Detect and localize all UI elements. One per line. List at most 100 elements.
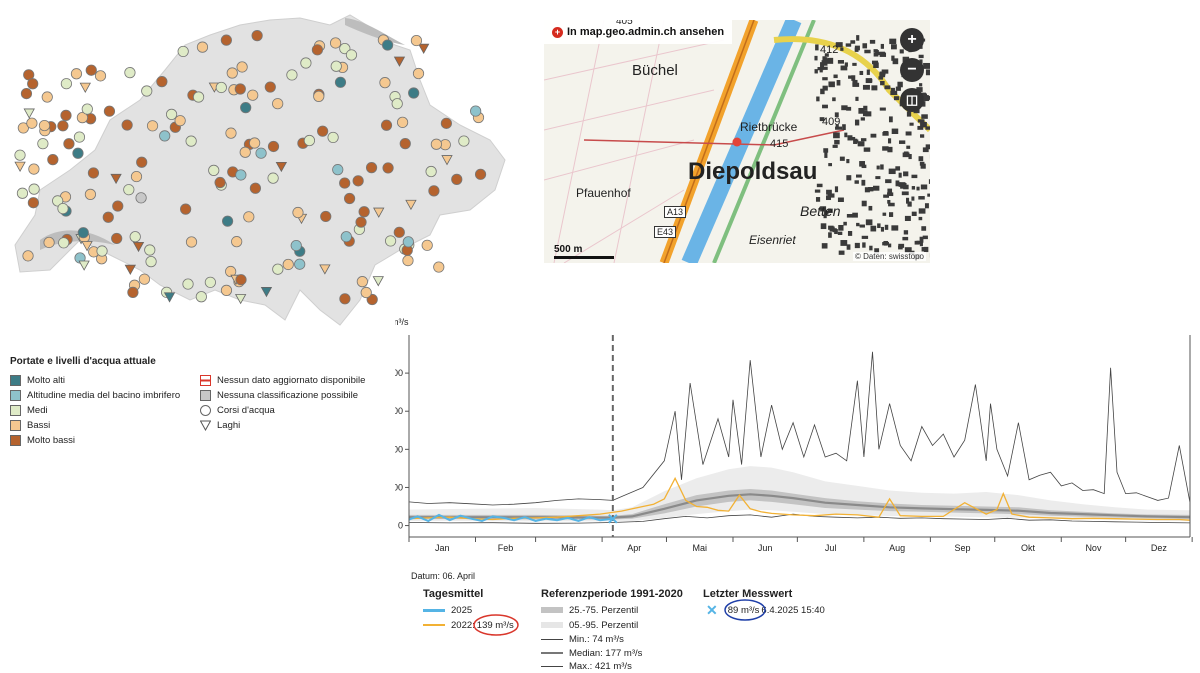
river-station-marker[interactable] bbox=[402, 254, 414, 267]
river-station-marker[interactable] bbox=[215, 81, 227, 94]
river-station-marker[interactable] bbox=[425, 165, 437, 178]
river-station-marker[interactable] bbox=[294, 258, 306, 270]
river-station-marker[interactable] bbox=[313, 90, 325, 102]
river-station-marker[interactable] bbox=[226, 67, 238, 79]
river-station-marker[interactable] bbox=[393, 226, 405, 238]
river-station-marker[interactable] bbox=[192, 91, 205, 103]
lake-marker[interactable] bbox=[110, 173, 122, 185]
river-station-marker[interactable] bbox=[27, 197, 39, 209]
river-station-marker[interactable] bbox=[214, 176, 226, 189]
3d-cube-button[interactable]: ◫ bbox=[900, 88, 924, 112]
river-station-marker[interactable] bbox=[63, 138, 75, 150]
river-station-marker[interactable] bbox=[300, 57, 312, 69]
river-station-marker[interactable] bbox=[84, 188, 97, 200]
river-station-marker[interactable] bbox=[144, 244, 156, 256]
river-station-marker[interactable] bbox=[60, 78, 72, 90]
river-station-marker[interactable] bbox=[221, 215, 234, 227]
geo-admin-link[interactable]: + In map.geo.admin.ch ansehen bbox=[544, 20, 733, 44]
river-station-marker[interactable] bbox=[225, 127, 237, 139]
river-station-marker[interactable] bbox=[329, 37, 342, 49]
river-station-marker[interactable] bbox=[470, 105, 482, 117]
river-station-marker[interactable] bbox=[20, 88, 33, 100]
river-station-marker[interactable] bbox=[14, 149, 26, 161]
river-station-marker[interactable] bbox=[146, 120, 159, 132]
river-station-marker[interactable] bbox=[381, 39, 394, 51]
zoom-in-button[interactable]: + bbox=[900, 28, 924, 52]
river-station-marker[interactable] bbox=[290, 239, 302, 252]
river-station-marker[interactable] bbox=[303, 134, 316, 147]
river-station-marker[interactable] bbox=[130, 170, 143, 183]
river-station-marker[interactable] bbox=[159, 130, 171, 142]
river-station-marker[interactable] bbox=[334, 76, 347, 88]
river-station-marker[interactable] bbox=[138, 273, 151, 285]
river-station-marker[interactable] bbox=[77, 227, 89, 239]
river-station-marker[interactable] bbox=[70, 68, 83, 80]
river-station-marker[interactable] bbox=[360, 286, 372, 299]
river-station-marker[interactable] bbox=[391, 98, 403, 110]
river-station-marker[interactable] bbox=[135, 192, 147, 204]
river-station-marker[interactable] bbox=[60, 109, 72, 121]
river-station-marker[interactable] bbox=[204, 276, 216, 288]
river-station-marker[interactable] bbox=[267, 140, 280, 153]
river-station-marker[interactable] bbox=[37, 138, 49, 150]
river-station-marker[interactable] bbox=[196, 41, 209, 53]
lake-marker[interactable] bbox=[124, 264, 136, 275]
river-station-marker[interactable] bbox=[195, 291, 207, 303]
river-station-marker[interactable] bbox=[356, 276, 368, 288]
river-station-marker[interactable] bbox=[247, 89, 259, 101]
river-station-marker[interactable] bbox=[408, 87, 420, 99]
lake-marker[interactable] bbox=[163, 292, 176, 303]
river-station-marker[interactable] bbox=[41, 91, 53, 103]
river-station-marker[interactable] bbox=[72, 147, 84, 159]
river-station-marker[interactable] bbox=[103, 105, 116, 117]
river-station-marker[interactable] bbox=[282, 258, 294, 271]
river-station-marker[interactable] bbox=[402, 236, 414, 248]
river-station-marker[interactable] bbox=[421, 239, 433, 251]
lake-marker[interactable] bbox=[234, 294, 247, 305]
river-station-marker[interactable] bbox=[430, 138, 442, 150]
lake-marker[interactable] bbox=[405, 199, 417, 211]
river-station-marker[interactable] bbox=[255, 147, 267, 159]
river-station-marker[interactable] bbox=[365, 162, 378, 174]
river-station-marker[interactable] bbox=[339, 177, 351, 189]
lake-marker[interactable] bbox=[14, 161, 26, 172]
river-station-marker[interactable] bbox=[102, 211, 114, 223]
river-station-marker[interactable] bbox=[330, 60, 342, 72]
river-station-marker[interactable] bbox=[474, 168, 487, 180]
river-station-marker[interactable] bbox=[28, 183, 40, 195]
river-station-marker[interactable] bbox=[94, 70, 107, 82]
river-station-marker[interactable] bbox=[27, 78, 39, 90]
river-station-marker[interactable] bbox=[17, 122, 29, 134]
river-station-marker[interactable] bbox=[428, 185, 440, 197]
river-station-marker[interactable] bbox=[327, 131, 339, 144]
lake-marker[interactable] bbox=[23, 108, 35, 119]
river-station-marker[interactable] bbox=[182, 278, 194, 290]
river-station-marker[interactable] bbox=[264, 81, 276, 93]
lake-marker[interactable] bbox=[441, 155, 453, 166]
river-station-marker[interactable] bbox=[129, 231, 141, 243]
river-station-marker[interactable] bbox=[28, 163, 40, 175]
river-station-marker[interactable] bbox=[355, 216, 367, 228]
river-station-marker[interactable] bbox=[47, 154, 59, 166]
river-station-marker[interactable] bbox=[43, 236, 55, 249]
river-station-marker[interactable] bbox=[410, 34, 423, 47]
river-station-marker[interactable] bbox=[311, 44, 324, 56]
river-station-marker[interactable] bbox=[174, 115, 186, 127]
river-station-marker[interactable] bbox=[382, 162, 394, 174]
river-station-marker[interactable] bbox=[141, 85, 153, 97]
river-station-marker[interactable] bbox=[22, 250, 34, 262]
river-station-marker[interactable] bbox=[384, 235, 397, 247]
river-station-marker[interactable] bbox=[243, 211, 255, 223]
river-station-marker[interactable] bbox=[249, 137, 261, 149]
river-station-marker[interactable] bbox=[352, 175, 364, 187]
river-station-marker[interactable] bbox=[165, 108, 178, 120]
river-station-marker[interactable] bbox=[234, 83, 246, 95]
river-station-marker[interactable] bbox=[267, 172, 279, 184]
river-station-marker[interactable] bbox=[451, 173, 463, 185]
river-station-marker[interactable] bbox=[379, 77, 391, 89]
river-station-marker[interactable] bbox=[76, 112, 88, 124]
river-station-marker[interactable] bbox=[112, 200, 124, 212]
river-station-marker[interactable] bbox=[433, 261, 445, 273]
river-station-marker[interactable] bbox=[380, 119, 393, 131]
river-station-marker[interactable] bbox=[339, 293, 351, 305]
